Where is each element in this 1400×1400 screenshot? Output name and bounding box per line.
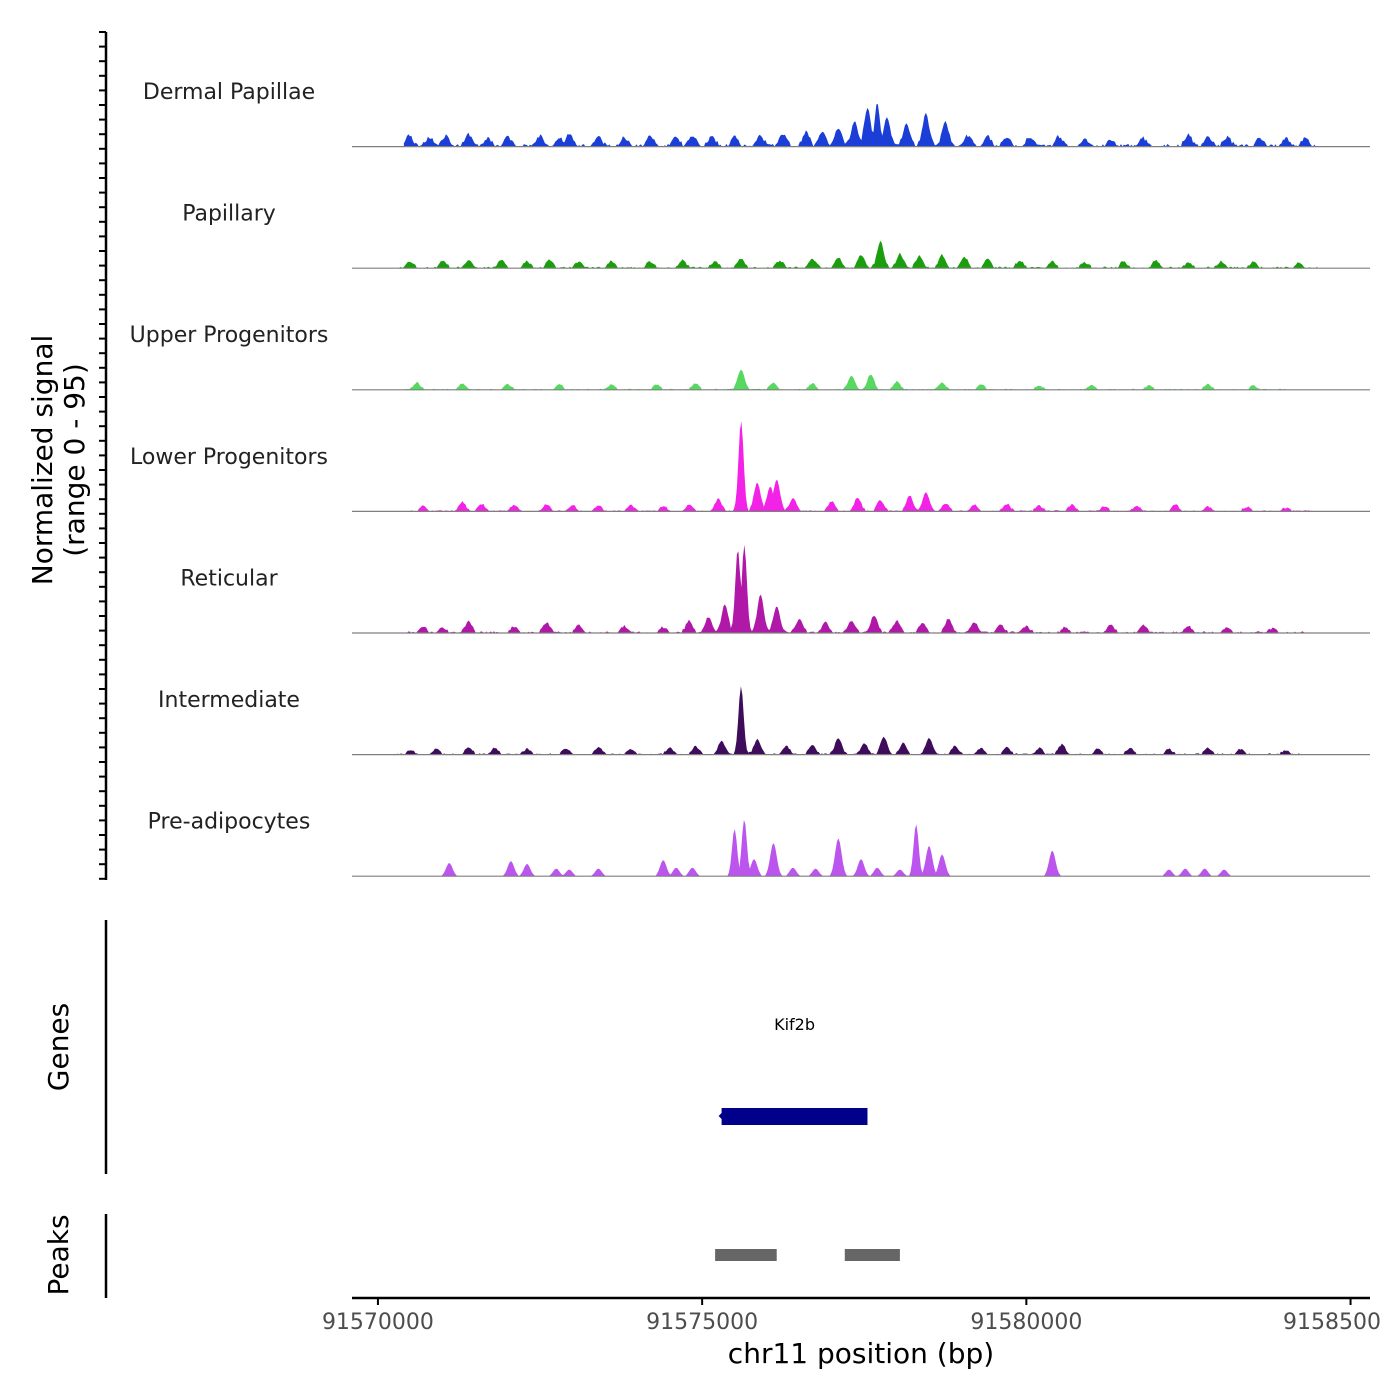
signal-area bbox=[397, 369, 1286, 390]
x-tick-label: 91570000 bbox=[322, 1310, 434, 1335]
signal-area bbox=[397, 686, 1306, 755]
signal-area bbox=[403, 421, 1312, 512]
track-reticular: Reticular bbox=[180, 544, 1370, 634]
track-label: Papillary bbox=[182, 202, 276, 227]
track-papillary: Papillary bbox=[182, 202, 1370, 269]
track-pre-adipocytes: Pre-adipocytes bbox=[148, 810, 1370, 877]
signal-area bbox=[403, 104, 1319, 147]
track-dermal-papillae: Dermal Papillae bbox=[143, 80, 1370, 148]
track-label: Lower Progenitors bbox=[130, 445, 328, 470]
y-axis-subtitle: (range 0 - 95) bbox=[58, 363, 91, 557]
signal-area bbox=[403, 544, 1306, 633]
peaks-panel-title: Peaks bbox=[42, 1214, 75, 1295]
gene-label: Kif2b bbox=[774, 1015, 815, 1034]
x-axis-ticks: 91570000 91575000 91580000 9158500 bbox=[322, 1298, 1381, 1335]
track-label: Reticular bbox=[180, 566, 278, 591]
x-axis-title: chr11 position (bp) bbox=[728, 1337, 994, 1370]
gene-kif2b: Kif2b bbox=[718, 1015, 868, 1125]
gene-body bbox=[721, 1108, 868, 1125]
gene-strand-arrow bbox=[718, 1111, 724, 1121]
x-tick-label: 91575000 bbox=[646, 1310, 758, 1335]
track-upper-progenitors: Upper Progenitors bbox=[130, 323, 1370, 391]
track-lower-progenitors: Lower Progenitors bbox=[130, 421, 1370, 512]
signal-axis-ticks bbox=[99, 31, 106, 880]
track-label: Pre-adipocytes bbox=[148, 810, 311, 835]
y-axis-title: Normalized signal bbox=[26, 335, 59, 586]
track-label: Intermediate bbox=[158, 688, 300, 713]
gene-track: Kif2b bbox=[718, 1015, 868, 1125]
x-tick-label: 9158500 bbox=[1283, 1310, 1381, 1335]
track-label: Upper Progenitors bbox=[130, 323, 329, 348]
track-intermediate: Intermediate bbox=[158, 686, 1370, 756]
peak-region bbox=[844, 1249, 900, 1261]
signal-area bbox=[397, 240, 1319, 269]
x-tick-label: 91580000 bbox=[970, 1310, 1082, 1335]
genes-panel-title: Genes bbox=[42, 1003, 75, 1091]
peak-region bbox=[715, 1249, 777, 1261]
signal-tracks: Dermal Papillae Papillary Upper Progenitor… bbox=[130, 80, 1370, 877]
track-label: Dermal Papillae bbox=[143, 80, 315, 105]
peak-track bbox=[715, 1249, 900, 1261]
signal-area bbox=[397, 819, 1319, 877]
